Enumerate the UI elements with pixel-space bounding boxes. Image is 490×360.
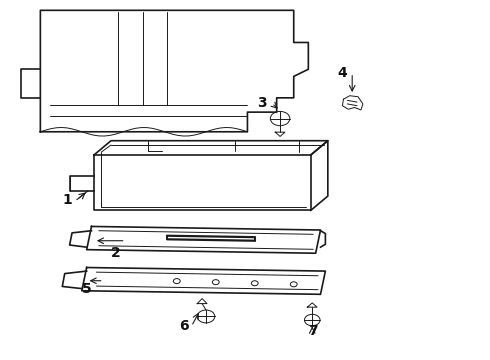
Text: 4: 4 [338,66,347,80]
Text: 7: 7 [308,324,318,338]
Text: 1: 1 [62,193,72,207]
Text: 2: 2 [111,246,121,260]
Text: 5: 5 [82,282,92,296]
Text: 6: 6 [179,319,189,333]
Text: 3: 3 [257,96,267,110]
